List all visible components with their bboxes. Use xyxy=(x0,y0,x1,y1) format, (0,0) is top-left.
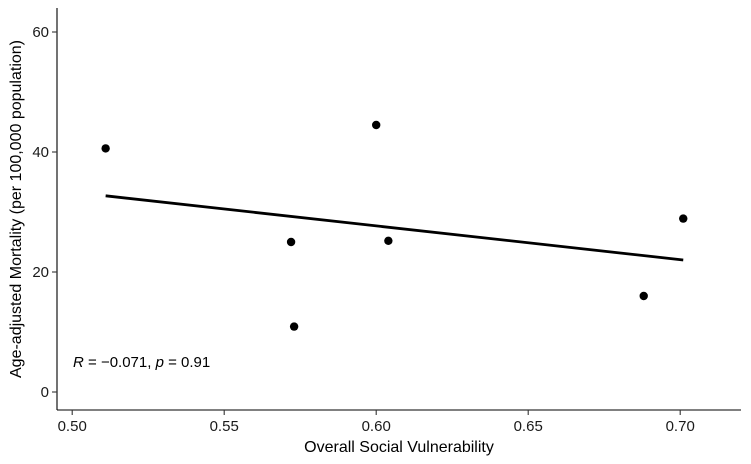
y-tick-label: 0 xyxy=(41,384,49,401)
y-tick-label: 60 xyxy=(32,24,49,41)
correlation-annotation: R = −0.071, p = 0.91 xyxy=(73,354,210,371)
data-point xyxy=(286,237,296,247)
annotation-r-symbol: R xyxy=(73,354,84,371)
data-point xyxy=(639,291,648,301)
trend-line xyxy=(105,194,684,262)
chart-axes: 0.50 0.55 0.60 0.65 0.70 0 20 40 60 xyxy=(32,8,741,435)
x-tick-label: 0.60 xyxy=(362,418,391,435)
x-tick-label: 0.70 xyxy=(666,418,695,435)
y-tick-label: 40 xyxy=(32,144,49,161)
x-tick-label: 0.50 xyxy=(58,418,87,435)
chart-marks xyxy=(101,120,688,331)
x-tick-label: 0.55 xyxy=(210,418,239,435)
y-tick-label: 20 xyxy=(32,264,49,281)
data-point xyxy=(372,120,381,130)
x-axis-title: Overall Social Vulnerability xyxy=(304,439,494,456)
data-point xyxy=(384,236,393,245)
annotation-p-text: = 0.91 xyxy=(164,354,210,371)
annotation-p-symbol: p xyxy=(155,354,164,371)
annotation-r-text: = −0.071, xyxy=(84,354,156,371)
data-point xyxy=(101,144,110,153)
y-axis-title: Age-adjusted Mortality (per 100,000 popu… xyxy=(8,40,25,378)
data-point xyxy=(679,214,688,223)
x-tick-label: 0.65 xyxy=(514,418,543,435)
data-point xyxy=(289,322,299,331)
